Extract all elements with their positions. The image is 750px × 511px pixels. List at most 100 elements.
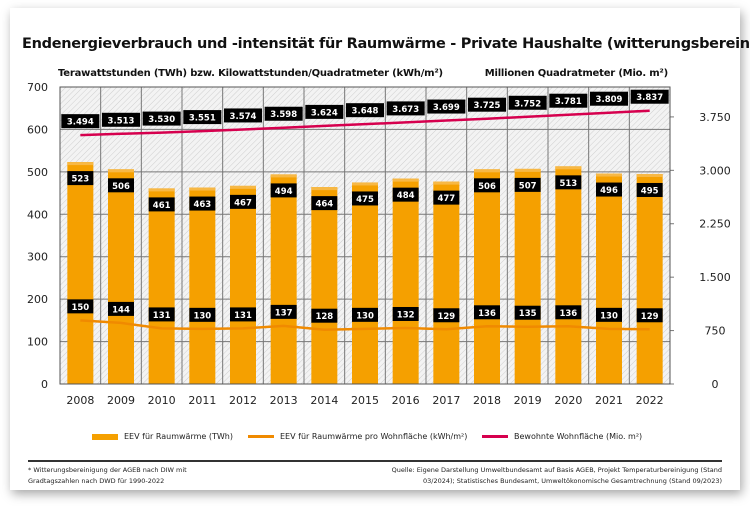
bar (352, 182, 378, 384)
area-value-label: 3.624 (311, 108, 338, 118)
bar (514, 168, 541, 384)
bar-cap (636, 173, 663, 177)
bar-cap (189, 187, 216, 191)
left-tick-label: 0 (41, 378, 48, 391)
bar-value-label: 494 (275, 187, 293, 197)
bar-value-label-box (108, 178, 134, 193)
right-tick-label: 1.500 (699, 271, 731, 284)
bar (636, 173, 663, 384)
intensity-value-label-box (474, 305, 500, 320)
bar-value-label-box (270, 183, 297, 198)
intensity-value-label: 136 (478, 309, 496, 319)
area-value-label: 3.837 (636, 93, 663, 103)
intensity-value-label: 150 (71, 303, 89, 313)
intensity-value-label-box (67, 299, 94, 314)
right-tick-label: 0 (712, 378, 719, 391)
left-tick-label: 500 (27, 166, 48, 179)
intensity-value-label: 130 (356, 311, 374, 321)
bar (148, 188, 175, 384)
legend-label: EEV für Raumwärme (TWh) (124, 432, 233, 441)
bar-value-label-box (311, 196, 338, 211)
intensity-value-label-box (189, 307, 216, 322)
x-tick-label: 2022 (636, 394, 664, 407)
area-value-label: 3.781 (555, 97, 582, 107)
intensity-value-label-box (148, 307, 175, 322)
intensity-value-label-box (514, 305, 541, 320)
area-value-label: 3.598 (270, 110, 297, 120)
bar-value-label-box (230, 194, 256, 209)
area-value-label-box (590, 91, 628, 106)
left-tick-label: 200 (27, 293, 48, 306)
bar-value-label-box (514, 177, 541, 192)
bar-value-label: 507 (519, 181, 537, 191)
bar-cap (433, 181, 460, 185)
right-tick-label: 750 (705, 325, 726, 338)
area-value-label-box (305, 104, 344, 119)
area-value-label-box (224, 108, 262, 123)
intensity-value-label: 130 (193, 311, 211, 321)
legend-item-intensity: EEV für Raumwärme pro Wohnfläche (kWh/m²… (248, 432, 467, 441)
x-tick-label: 2015 (351, 394, 379, 407)
area-value-label-box (61, 114, 100, 129)
area-value-label: 3.574 (230, 112, 257, 122)
x-tick-label: 2012 (229, 394, 257, 407)
x-tick-label: 2013 (270, 394, 298, 407)
right-axis-label: Millionen Quadratmeter (Mio. m²) (484, 68, 668, 79)
x-tick-label: 2016 (392, 394, 420, 407)
area-value-label-box (346, 103, 384, 118)
bar-value-label: 484 (397, 191, 415, 201)
bar-cap (392, 178, 419, 182)
intensity-value-label-box (555, 305, 582, 320)
bar-value-label: 496 (600, 186, 618, 196)
bar-value-label-box (67, 171, 94, 186)
intensity-value-label-box (392, 306, 419, 321)
bar (189, 187, 216, 384)
bar (230, 185, 256, 384)
bar-value-label: 464 (315, 200, 333, 210)
bar (433, 181, 460, 384)
area-value-label-box (102, 112, 140, 127)
bar-cap (67, 162, 94, 166)
x-tick-label: 2019 (514, 394, 542, 407)
intensity-value-label-box (433, 308, 460, 323)
left-tick-label: 100 (27, 336, 48, 349)
intensity-value-label: 129 (641, 312, 659, 322)
intensity-value-label: 131 (234, 311, 252, 321)
divider (28, 460, 722, 462)
left-tick-label: 700 (27, 81, 48, 94)
intensity-line (80, 319, 650, 331)
bar-value-label: 506 (478, 182, 496, 192)
area-value-label-box (142, 111, 181, 126)
area-value-label-box (508, 95, 547, 110)
x-tick-label: 2014 (310, 394, 338, 407)
area-value-label-box (264, 106, 303, 121)
right-tick-label: 3.000 (699, 164, 731, 177)
bar-cap (148, 188, 175, 192)
bar (392, 178, 419, 384)
chart-plot: 0 100 200 300 400 500 600 700 0 750 1.500 2.250 3.00… (27, 81, 731, 407)
bar-cap (596, 173, 622, 177)
bar-value-label-box (392, 187, 419, 202)
bar-cap (514, 168, 541, 172)
area-value-label: 3.699 (433, 103, 460, 113)
bar-value-label: 467 (234, 198, 252, 208)
x-tick-label: 2020 (554, 394, 582, 407)
intensity-value-label-box (596, 307, 622, 322)
bar-value-label-box (189, 196, 216, 211)
right-tick-label: 3.750 (699, 111, 731, 124)
legend-label: EEV für Raumwärme pro Wohnfläche (kWh/m²… (280, 432, 468, 441)
intensity-value-label: 137 (275, 308, 293, 318)
intensity-value-label: 128 (315, 312, 333, 322)
plot-border (59, 86, 671, 385)
x-tick-label: 2010 (148, 394, 176, 407)
intensity-value-label-box (352, 307, 378, 322)
intensity-value-label: 132 (397, 310, 415, 320)
legend-item-area: Bewohnte Wohnfläche (Mio. m²) (482, 432, 642, 441)
x-tick-label: 2021 (595, 394, 623, 407)
area-line (80, 109, 650, 137)
intensity-value-label-box (270, 304, 297, 319)
area-value-label-box (427, 99, 466, 114)
bar-value-label-box (636, 182, 663, 197)
area-value-label: 3.551 (189, 114, 216, 124)
legend-swatch (482, 435, 508, 438)
